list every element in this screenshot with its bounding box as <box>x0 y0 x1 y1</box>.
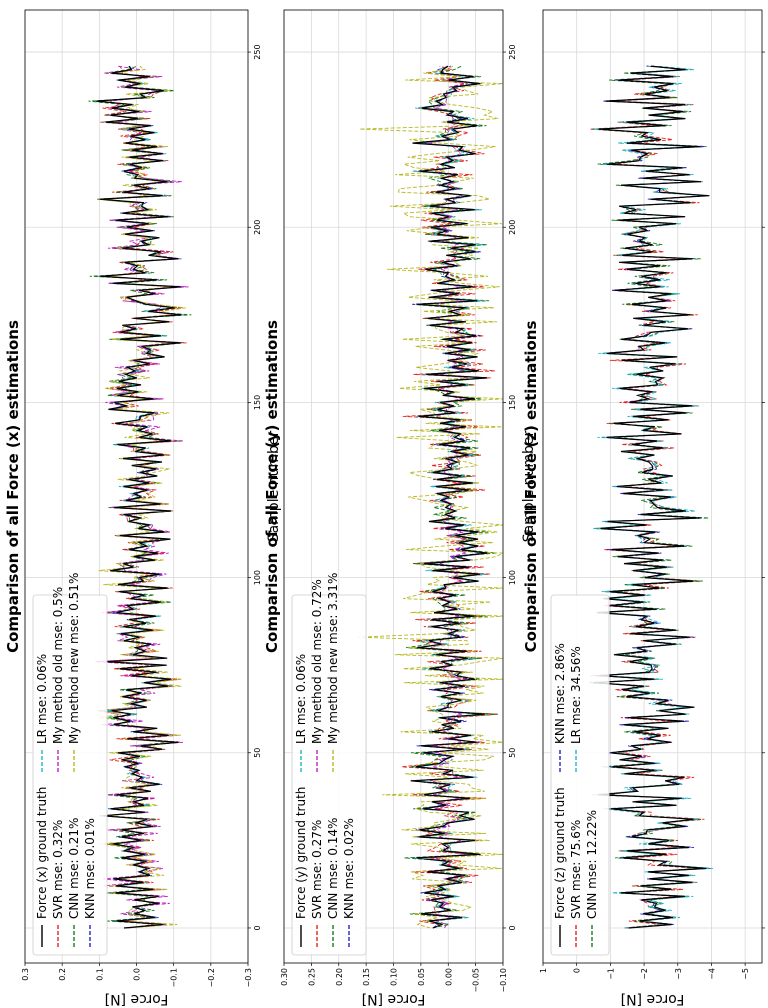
panel-2: 0 50 100 150 200 250 0.30 0.25 0.20 0.15 0.10 0.05 0… <box>263 9 537 1007</box>
legend-entry: LR mse: 34.56% <box>569 646 583 744</box>
y-axis-label: Force [N] <box>105 991 169 1007</box>
legend-entry: SVR mse: 75.6% <box>569 820 583 919</box>
legend-box <box>291 594 367 956</box>
y-tick-label: −4 <box>707 968 716 980</box>
y-tick-label: 0.3 <box>21 968 30 981</box>
axes-frame <box>542 9 763 964</box>
legend-entry: My method new mse: 3.31% <box>326 573 340 744</box>
y-axis-label: Force [N] <box>621 991 685 1007</box>
y-tick-label: −0.10 <box>499 968 508 993</box>
series-line-lr <box>94 65 182 929</box>
series-line-my-method-new <box>97 65 186 929</box>
x-axis-label: Sample number <box>521 430 537 542</box>
legend-box <box>32 594 108 956</box>
x-tick-label: 100 <box>253 570 262 585</box>
x-tick-label: 150 <box>253 395 262 410</box>
legend-entry: My method old mse: 0.72% <box>310 579 324 744</box>
legend-entry: My method new mse: 0.51% <box>67 573 81 744</box>
series-line-force-x-ground-truth <box>96 65 182 929</box>
y-tick-label: 0.30 <box>280 968 289 986</box>
x-axis-label: Sample number <box>266 430 282 542</box>
x-tick-label: 50 <box>253 748 262 758</box>
x-tick-label: 200 <box>508 220 517 235</box>
x-tick-label: 250 <box>253 44 262 59</box>
chart-title: Comparison of all Force (y) estimations <box>263 320 281 653</box>
y-tick-label: −3 <box>674 968 683 980</box>
y-tick-label: 0.10 <box>390 968 399 986</box>
x-tick-label: 250 <box>508 44 517 59</box>
legend-entry: Force (y) ground truth <box>294 787 308 919</box>
legend-entry: Force (x) ground truth <box>35 787 49 919</box>
legend-entry: CNN mse: 0.14% <box>326 818 340 919</box>
x-tick-label: 0 <box>253 925 262 930</box>
x-tick-label: 0 <box>508 925 517 930</box>
y-tick-label: 0.15 <box>362 968 371 986</box>
legend: Force (z) ground truth SVR mse: 75.6% CNN … <box>550 594 610 956</box>
legend-entry: CNN mse: 0.21% <box>67 818 81 919</box>
legend-entry: LR mse: 0.06% <box>35 654 49 744</box>
series-line-cnn <box>88 65 192 929</box>
legend-entry: KNN mse: 0.01% <box>83 818 97 919</box>
y-tick-label: 0.05 <box>417 968 426 986</box>
y-tick-label: −1 <box>606 968 615 980</box>
series-line-lr <box>412 65 488 929</box>
x-tick-label: 50 <box>508 748 517 758</box>
series-line-force-z-ground-truth <box>592 65 710 929</box>
legend-entry: SVR mse: 0.27% <box>310 820 324 919</box>
y-tick-label: 0 <box>573 968 582 973</box>
y-tick-label: 0.0 <box>133 968 142 981</box>
y-tick-label: 0.1 <box>95 968 104 981</box>
series-line-cnn <box>404 65 499 929</box>
y-tick-label: −0.1 <box>170 968 179 987</box>
series-line-cnn <box>592 65 709 929</box>
series-line-my-method-new <box>358 65 503 929</box>
legend-entry: CNN mse: 12.22% <box>585 810 599 919</box>
x-tick-label: 150 <box>508 395 517 410</box>
x-tick-label: 200 <box>253 220 262 235</box>
y-tick-label: 0.2 <box>58 968 67 981</box>
y-tick-label: 0.00 <box>444 968 453 986</box>
y-tick-label: −2 <box>640 968 649 980</box>
legend: Force (x) ground truth SVR mse: 0.32% CNN … <box>32 573 108 956</box>
legend-entry: My method old mse: 0.5% <box>51 587 65 744</box>
panel-1: 0 50 100 150 200 250 0.3 0.2 0.1 0.0 −0.1 −0.2 −0.3 C… <box>4 9 282 1007</box>
y-axis-label: Force [N] <box>362 991 426 1007</box>
legend-entry: SVR mse: 0.32% <box>51 820 65 919</box>
y-tick-label: −5 <box>741 968 750 980</box>
y-tick-label: −0.05 <box>472 968 481 993</box>
series-line-lr <box>591 65 713 929</box>
legend-entry: KNN mse: 2.86% <box>553 643 567 744</box>
x-tick-label: 100 <box>508 570 517 585</box>
chart-title: Comparison of all Force (z) estimations <box>522 321 540 653</box>
legend-entry: KNN mse: 0.02% <box>342 818 356 919</box>
y-tick-label: 0.25 <box>307 968 316 986</box>
y-tick-label: 0.20 <box>335 968 344 986</box>
legend-box <box>550 594 610 956</box>
series-line-force-y-ground-truth <box>410 65 488 929</box>
y-tick-label: 1 <box>539 968 548 973</box>
legend-entry: LR mse: 0.06% <box>294 654 308 744</box>
legend: Force (y) ground truth SVR mse: 0.27% CNN … <box>291 573 367 956</box>
y-tick-label: −0.2 <box>207 968 216 987</box>
legend-entry: Force (z) ground truth <box>553 787 567 919</box>
series-line-knn <box>412 65 487 929</box>
chart-title: Comparison of all Force (x) estimations <box>4 320 22 653</box>
y-tick-label: −0.3 <box>244 968 253 987</box>
